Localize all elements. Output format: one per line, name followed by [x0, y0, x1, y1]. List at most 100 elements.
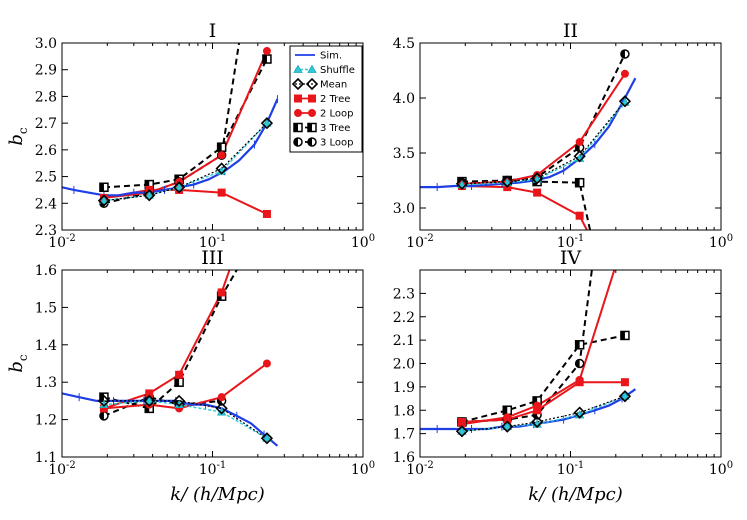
series-line-loop2: [461, 73, 626, 185]
point-loop3-half: [99, 411, 104, 420]
y-tick-label: 1.1: [35, 450, 57, 466]
point-mean: [573, 406, 586, 419]
y-tick-label: 2.4: [35, 196, 57, 212]
point-mean: [618, 390, 632, 403]
point-tree2: [217, 188, 226, 197]
legend-label-sim: Sim.: [320, 51, 342, 62]
point-shuffle: [620, 391, 630, 400]
y-tick-label: 2.3: [393, 286, 415, 302]
point-shuffle: [174, 182, 184, 191]
series-line-loop3: [103, 43, 241, 205]
plot-area: [420, 270, 637, 438]
x-tick-label: 10-1: [557, 233, 585, 251]
legend-marker-tree2: [294, 94, 302, 103]
point-tree2: [620, 378, 629, 387]
legend-marker-mean: [291, 77, 305, 91]
series-line-mean: [104, 400, 268, 439]
series-line-mean: [103, 122, 268, 202]
point-mean: [172, 394, 186, 408]
series-line-sim: [420, 77, 637, 189]
legend-label-loop3: 3 Loop: [320, 138, 354, 149]
legend-marker-tree3-half: [308, 123, 312, 132]
y-tick-label: 1.8: [393, 403, 415, 419]
plot-area: [62, 43, 279, 218]
point-tree3-half: [533, 396, 538, 405]
y-tick-label: 2.3: [35, 223, 57, 239]
y-tick-label: 1.9: [393, 380, 415, 396]
point-tree2: [262, 209, 271, 218]
point-mean: [455, 425, 469, 438]
point-mean: [260, 432, 274, 445]
legend-label-tree3: 3 Tree: [320, 123, 350, 134]
series-line-tree2: [461, 185, 589, 230]
point-mean: [143, 394, 156, 408]
legend-label-tree2: 2 Tree: [320, 94, 350, 105]
panel-title: III: [201, 247, 224, 269]
x-tick-label: 100: [351, 233, 375, 251]
y-tick-label: 3.0: [35, 36, 57, 52]
y-tick-label: 4.0: [393, 91, 415, 107]
x-tick-label: 10-2: [406, 460, 434, 478]
y-tick-label: 2.0: [393, 357, 415, 373]
y-tick-label: 4.5: [393, 36, 415, 52]
series-line-loop2: [103, 50, 268, 199]
y-tick-label: 3.0: [393, 201, 415, 217]
panel-4: IV 10-2 10-1 100 1.6 1.7 1.8 1.9 2.0 2.1 2.2 2.3 k/ …: [393, 247, 733, 505]
series-line-tree3: [461, 179, 592, 230]
point-tree3-half: [503, 406, 508, 415]
point-loop2: [533, 401, 542, 410]
y-tick-label: 1.6: [35, 263, 57, 279]
point-tree3-half: [175, 378, 180, 387]
panel-1: I 10-2 10-1 100 2.3 2.4 2.5 2.6 2.7 2.8 2.9 3.0 bc: [6, 20, 375, 251]
y-tick-label: 1.3: [35, 375, 57, 391]
x-tick-label: 100: [709, 233, 733, 251]
y-tick-label: 1.7: [393, 427, 415, 443]
point-mean: [501, 420, 514, 433]
plot-area: [420, 49, 637, 230]
series-line-tree3: [461, 334, 626, 423]
legend-marker-tree3-half: [294, 123, 298, 132]
y-tick-label: 2.7: [35, 116, 57, 132]
legend-marker-shuffle: [293, 64, 303, 73]
y-tick-label: 2.2: [393, 310, 415, 326]
point-tree2: [175, 370, 184, 379]
point-loop2: [262, 47, 271, 56]
point-tree3-half: [262, 55, 267, 64]
y-tick-label: 2.6: [35, 143, 57, 159]
panel-2: II 10-2 10-1 100 3.0 3.5 4.0 4.5: [393, 20, 733, 251]
y-tick-label: 1.4: [35, 338, 57, 354]
point-mean: [530, 172, 544, 185]
point-mean: [260, 117, 274, 130]
point-mean: [215, 402, 228, 415]
series-line-tree3: [103, 270, 238, 410]
point-loop3-half: [620, 50, 625, 58]
x-tick-label: 10-2: [48, 460, 76, 478]
x-tick-label: 10-2: [48, 233, 76, 251]
y-tick-label: 3.5: [393, 146, 415, 162]
legend-marker-loop2: [308, 109, 316, 117]
y-tick-label: 2.5: [35, 170, 57, 186]
point-loop2: [575, 138, 584, 146]
series-line-mean: [461, 100, 626, 185]
legend-marker-loop3-half: [294, 138, 298, 146]
series-line-loop3: [461, 270, 593, 423]
point-tree2: [533, 188, 542, 197]
panel-title: I: [209, 20, 217, 42]
point-shuffle: [144, 396, 154, 405]
point-tree3-half: [575, 178, 580, 187]
point-tree3-half: [99, 183, 104, 192]
x-tick-label: 100: [709, 460, 733, 478]
y-tick-label: 2.1: [393, 333, 415, 349]
point-tree3-half: [575, 340, 580, 349]
point-mean: [172, 181, 186, 194]
point-loop2: [217, 151, 226, 160]
legend-marker-tree2: [308, 94, 316, 103]
point-loop2: [217, 393, 226, 402]
series-line-shuffle: [103, 122, 268, 202]
y-axis-label: bc: [6, 127, 30, 146]
x-axis-label: k/ (h/Mpc): [528, 484, 622, 505]
y-tick-label: 1.2: [35, 413, 57, 429]
point-mean: [215, 162, 228, 175]
x-tick-label: 10-1: [199, 233, 227, 251]
